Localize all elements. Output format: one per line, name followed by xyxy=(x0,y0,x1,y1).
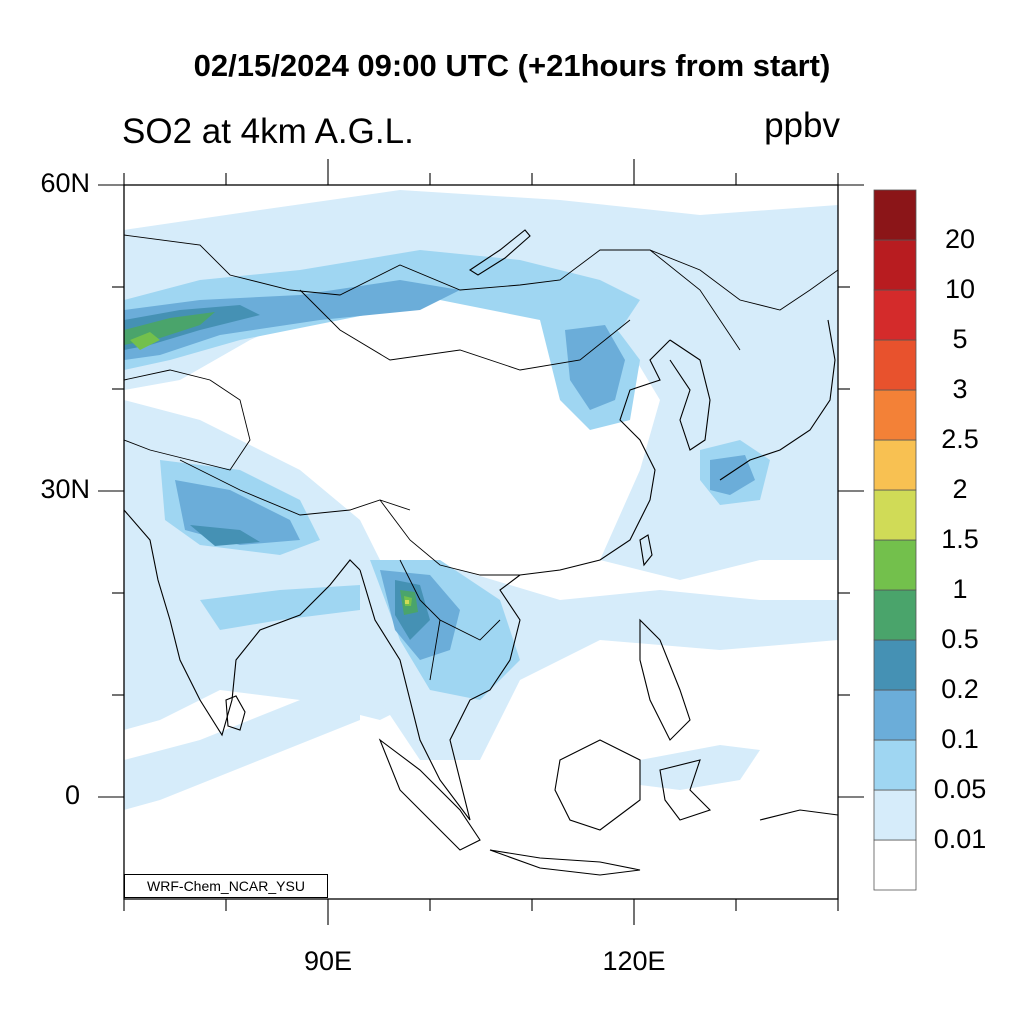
tick-marks xyxy=(98,159,864,925)
colorbar-swatch xyxy=(873,589,917,641)
colorbar-label: 0.1 xyxy=(941,724,979,754)
colorbar-label: 1.5 xyxy=(941,524,979,554)
lat-label-0: 0 xyxy=(64,780,80,810)
colorbar-label: 1 xyxy=(952,574,968,604)
indochina-coastline xyxy=(359,569,521,821)
so2-band-low-east xyxy=(600,250,838,580)
colorbar-label: 0.05 xyxy=(933,774,987,804)
srilanka-coastline xyxy=(225,695,246,731)
baikal-outline xyxy=(468,229,531,276)
border-centralasia xyxy=(124,369,251,471)
so2-band-low-north xyxy=(124,190,838,420)
taiwan-coastline xyxy=(639,534,653,567)
colorbar-swatch xyxy=(873,539,917,591)
colorbar-swatch xyxy=(873,439,917,491)
colorbar xyxy=(873,189,917,891)
lat-label-60n: 60N xyxy=(40,168,90,198)
so2-band-peak2-burma xyxy=(405,600,409,604)
map-title: 02/15/2024 09:00 UTC (+21hours from star… xyxy=(193,48,831,83)
colorbar-swatch xyxy=(873,239,917,291)
so2-band-med-japan xyxy=(710,455,755,495)
so2-band-low-se xyxy=(640,745,760,790)
border-seasia xyxy=(399,559,501,681)
coastlines xyxy=(124,229,838,876)
newguinea-coastline xyxy=(759,809,838,821)
colorbar-swatch xyxy=(873,739,917,791)
sulawesi-coastline xyxy=(659,759,712,821)
colorbar-label: 3 xyxy=(952,374,968,404)
lon-label-120e: 120E xyxy=(602,946,666,976)
colorbar-swatch xyxy=(873,389,917,441)
border-russia-east xyxy=(649,249,838,311)
china-coastline xyxy=(519,339,671,576)
lon-label-90e: 90E xyxy=(303,946,353,976)
variable-label: SO2 at 4km A.G.L. xyxy=(122,112,414,151)
so2-band-med-north xyxy=(124,280,460,360)
so2-band-med-china xyxy=(565,325,625,410)
colorbar-label: 0.2 xyxy=(941,674,979,704)
colorbar-label: 2.5 xyxy=(941,424,979,454)
model-credit: WRF-Chem_NCAR_YSU xyxy=(124,874,328,898)
colorbar-swatch xyxy=(873,339,917,391)
so2-band-high-india xyxy=(190,525,260,546)
japan-coastline xyxy=(719,319,836,481)
so2-band-peak-north xyxy=(130,332,160,350)
colorbar-label: 0.01 xyxy=(933,824,987,854)
korea-coastline xyxy=(669,339,711,451)
so2-band-mid-bay xyxy=(200,585,360,630)
colorbar-swatch xyxy=(873,489,917,541)
colorbar-swatch xyxy=(873,839,917,891)
colorbar-label: 20 xyxy=(944,224,976,254)
so2-field xyxy=(124,190,838,810)
map-frame xyxy=(123,184,839,900)
colorbar-swatch xyxy=(873,289,917,341)
lat-label-30n: 30N xyxy=(40,474,90,504)
so2-band-low-sw xyxy=(124,680,360,810)
philippines-coastline xyxy=(639,618,691,741)
border-mongolia xyxy=(299,289,631,371)
colorbar-swatch xyxy=(873,689,917,741)
sumatra-coastline xyxy=(378,738,481,851)
colorbar-label: 10 xyxy=(944,274,976,304)
units-label: ppbv xyxy=(764,106,840,145)
border-china-south xyxy=(379,499,520,576)
colorbar-label: 5 xyxy=(952,324,968,354)
border-himalaya xyxy=(179,459,411,516)
colorbar-swatch xyxy=(873,639,917,691)
colorbar-swatch xyxy=(873,789,917,841)
colorbar-swatch xyxy=(873,189,917,241)
java-coastline xyxy=(489,849,641,876)
borneo-coastline xyxy=(554,739,641,831)
colorbar-label: 2 xyxy=(952,474,968,504)
colorbar-label: 0.5 xyxy=(941,624,979,654)
